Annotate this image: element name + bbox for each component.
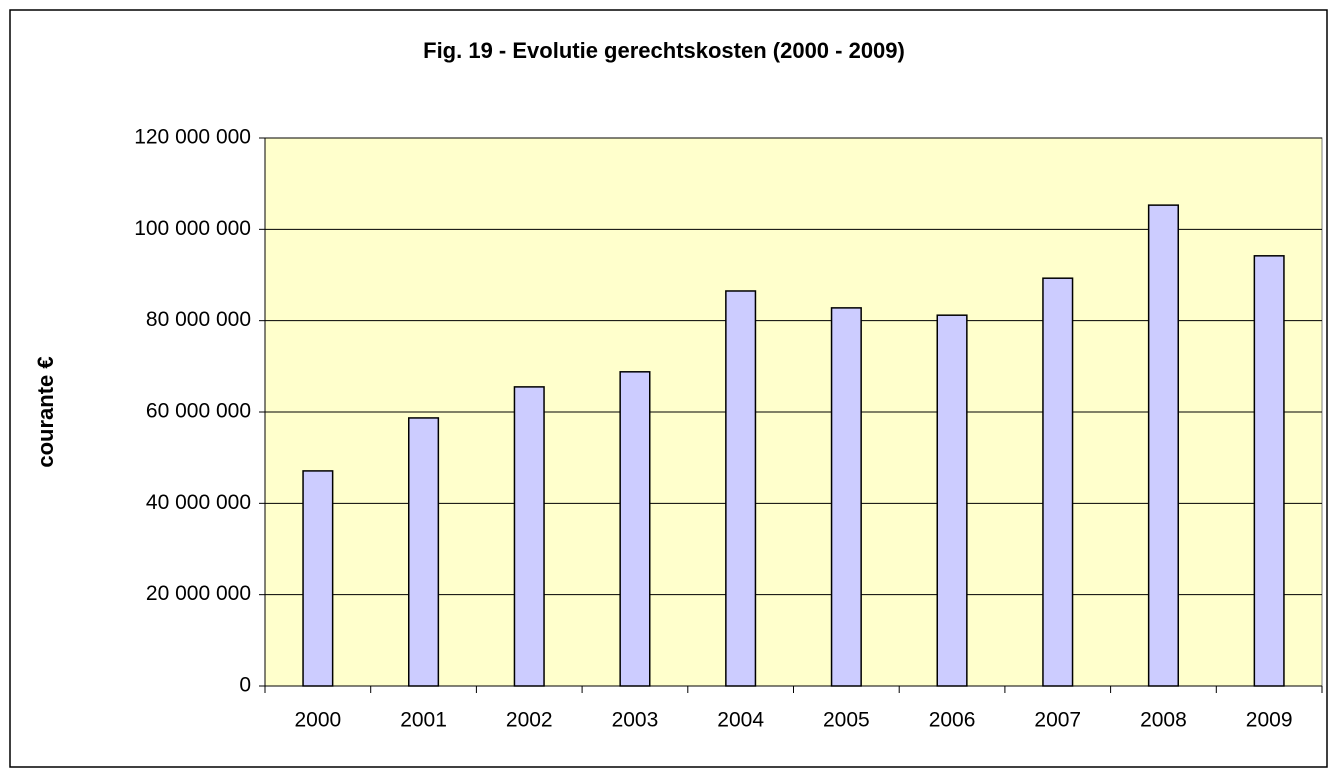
x-tick-label: 2001 — [400, 709, 447, 732]
bar — [1042, 277, 1074, 687]
x-tick-label: 2005 — [823, 709, 870, 732]
bar — [830, 307, 862, 687]
x-tick-label: 2002 — [506, 709, 553, 732]
bar — [1253, 255, 1285, 687]
bar — [725, 290, 757, 687]
y-tick-label: 20 000 000 — [146, 582, 251, 605]
bar — [1147, 204, 1179, 687]
x-tick-label: 2009 — [1246, 709, 1293, 732]
bar — [513, 386, 545, 687]
chart-title: Fig. 19 - Evolutie gerechtskosten (2000 … — [423, 38, 905, 63]
y-tick-label: 0 — [239, 674, 251, 697]
bar — [302, 470, 334, 687]
y-tick-label: 60 000 000 — [146, 400, 251, 423]
x-tick-label: 2007 — [1034, 709, 1081, 732]
x-tick-label: 2006 — [929, 709, 976, 732]
x-tick-label: 2004 — [717, 709, 764, 732]
bar — [619, 371, 651, 687]
y-tick-label: 120 000 000 — [134, 126, 251, 149]
x-tick-label: 2003 — [612, 709, 659, 732]
y-tick-label: 100 000 000 — [134, 217, 251, 240]
x-tick-label: 2000 — [294, 709, 341, 732]
bar — [936, 314, 968, 687]
bar — [408, 417, 440, 687]
x-tick-label: 2008 — [1140, 709, 1187, 732]
y-tick-label: 80 000 000 — [146, 308, 251, 331]
y-axis-label: courante € — [33, 356, 58, 467]
y-tick-label: 40 000 000 — [146, 491, 251, 514]
